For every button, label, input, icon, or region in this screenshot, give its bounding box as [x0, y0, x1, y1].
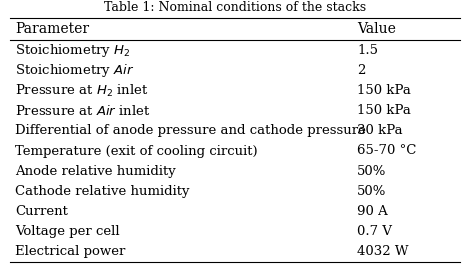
Text: 50%: 50%	[357, 185, 386, 198]
Text: Current: Current	[15, 205, 68, 218]
Text: Table 1: Nominal conditions of the stacks: Table 1: Nominal conditions of the stack…	[104, 1, 366, 14]
Text: 150 kPa: 150 kPa	[357, 104, 411, 117]
Text: Voltage per cell: Voltage per cell	[15, 225, 120, 238]
Text: 1.5: 1.5	[357, 44, 378, 57]
Text: Pressure at $H_2$ inlet: Pressure at $H_2$ inlet	[15, 82, 148, 98]
Text: 0.7 V: 0.7 V	[357, 225, 392, 238]
Text: Electrical power: Electrical power	[15, 246, 126, 258]
Text: 30 kPa: 30 kPa	[357, 124, 403, 137]
Text: Anode relative humidity: Anode relative humidity	[15, 165, 176, 178]
Text: Parameter: Parameter	[15, 22, 89, 36]
Text: Cathode relative humidity: Cathode relative humidity	[15, 185, 190, 198]
Text: Stoichiometry $H_2$: Stoichiometry $H_2$	[15, 41, 130, 59]
Text: Pressure at $Air$ inlet: Pressure at $Air$ inlet	[15, 104, 150, 118]
Text: 50%: 50%	[357, 165, 386, 178]
Text: Stoichiometry $Air$: Stoichiometry $Air$	[15, 62, 134, 79]
Text: 65-70 °C: 65-70 °C	[357, 144, 416, 157]
Text: 90 A: 90 A	[357, 205, 388, 218]
Text: Temperature (exit of cooling circuit): Temperature (exit of cooling circuit)	[15, 144, 258, 157]
Text: Differential of anode pressure and cathode pressure: Differential of anode pressure and catho…	[15, 124, 366, 137]
Text: 2: 2	[357, 64, 365, 77]
Text: Value: Value	[357, 22, 396, 36]
Text: 150 kPa: 150 kPa	[357, 84, 411, 97]
Text: 4032 W: 4032 W	[357, 246, 408, 258]
